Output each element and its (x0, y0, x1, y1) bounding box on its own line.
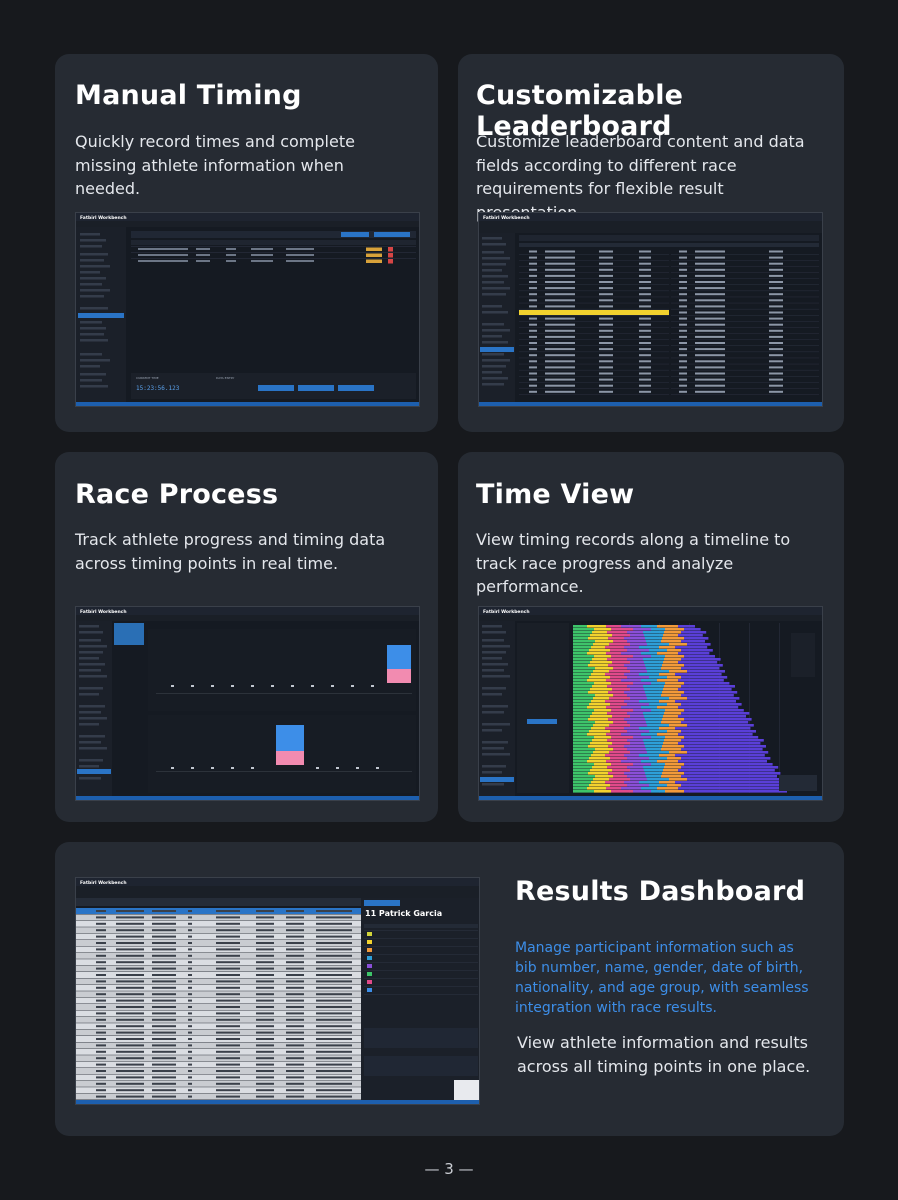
svg-text:CURRENT TIME: CURRENT TIME (136, 376, 159, 380)
card-results-dashboard: Fatbirl Workbench 11 Patrick Garcia (55, 842, 844, 1136)
svg-text:Fatbirl Workbench: Fatbirl Workbench (483, 609, 530, 615)
card-title: Manual Timing (75, 80, 302, 111)
app-ui-illustration: Fatbirl Workbench (76, 213, 419, 406)
page-number: — 3 — (424, 1160, 474, 1178)
screenshot-time-view: Fatbirl Workbench (478, 606, 823, 801)
card-title: Customizable Leaderboard (476, 80, 684, 142)
card-time-view: Time View View timing records along a ti… (458, 452, 844, 822)
athlete-name: 11 Patrick Garcia (365, 909, 442, 918)
card-description: Quickly record times and complete missin… (75, 132, 355, 198)
card-race-process: Race Process Track athlete progress and … (55, 452, 438, 822)
screenshot-results-dashboard: Fatbirl Workbench 11 Patrick Garcia (75, 877, 480, 1105)
card-description: Track athlete progress and timing data a… (75, 530, 386, 573)
screenshot-race-process: Fatbirl Workbench (75, 606, 420, 801)
clock-readout: 15:23:56.123 (136, 385, 180, 392)
svg-text:Fatbirl Workbench: Fatbirl Workbench (80, 609, 127, 615)
screenshot-manual-timing: Fatbirl Workbench (75, 212, 420, 407)
card-description: View athlete information and results acr… (517, 1033, 811, 1076)
svg-text:Fatbirl Workbench: Fatbirl Workbench (80, 880, 127, 886)
app-ui-illustration: Fatbirl Workbench (479, 213, 822, 406)
svg-text:Fatbirl Workbench: Fatbirl Workbench (80, 215, 127, 221)
screenshot-leaderboard: Fatbirl Workbench (478, 212, 823, 407)
card-description: View timing records along a timeline to … (476, 530, 791, 596)
card-manual-timing: Manual Timing Quickly record times and c… (55, 54, 438, 432)
card-leaderboard: Customizable Leaderboard Customize leade… (458, 54, 844, 432)
card-title: Race Process (75, 479, 279, 510)
card-description: Customize leaderboard content and data f… (476, 132, 805, 222)
svg-text:DATA ENTRY: DATA ENTRY (216, 376, 235, 380)
svg-text:Fatbirl Workbench: Fatbirl Workbench (483, 215, 530, 221)
app-ui-illustration: Fatbirl Workbench (479, 607, 822, 800)
app-ui-illustration: Fatbirl Workbench (76, 607, 419, 800)
card-title: Results Dashboard (515, 876, 806, 907)
card-highlight: Manage participant information such as b… (515, 940, 809, 1016)
card-title: Time View (476, 479, 635, 510)
app-ui-illustration: Fatbirl Workbench 11 Patrick Garcia (76, 878, 479, 1104)
